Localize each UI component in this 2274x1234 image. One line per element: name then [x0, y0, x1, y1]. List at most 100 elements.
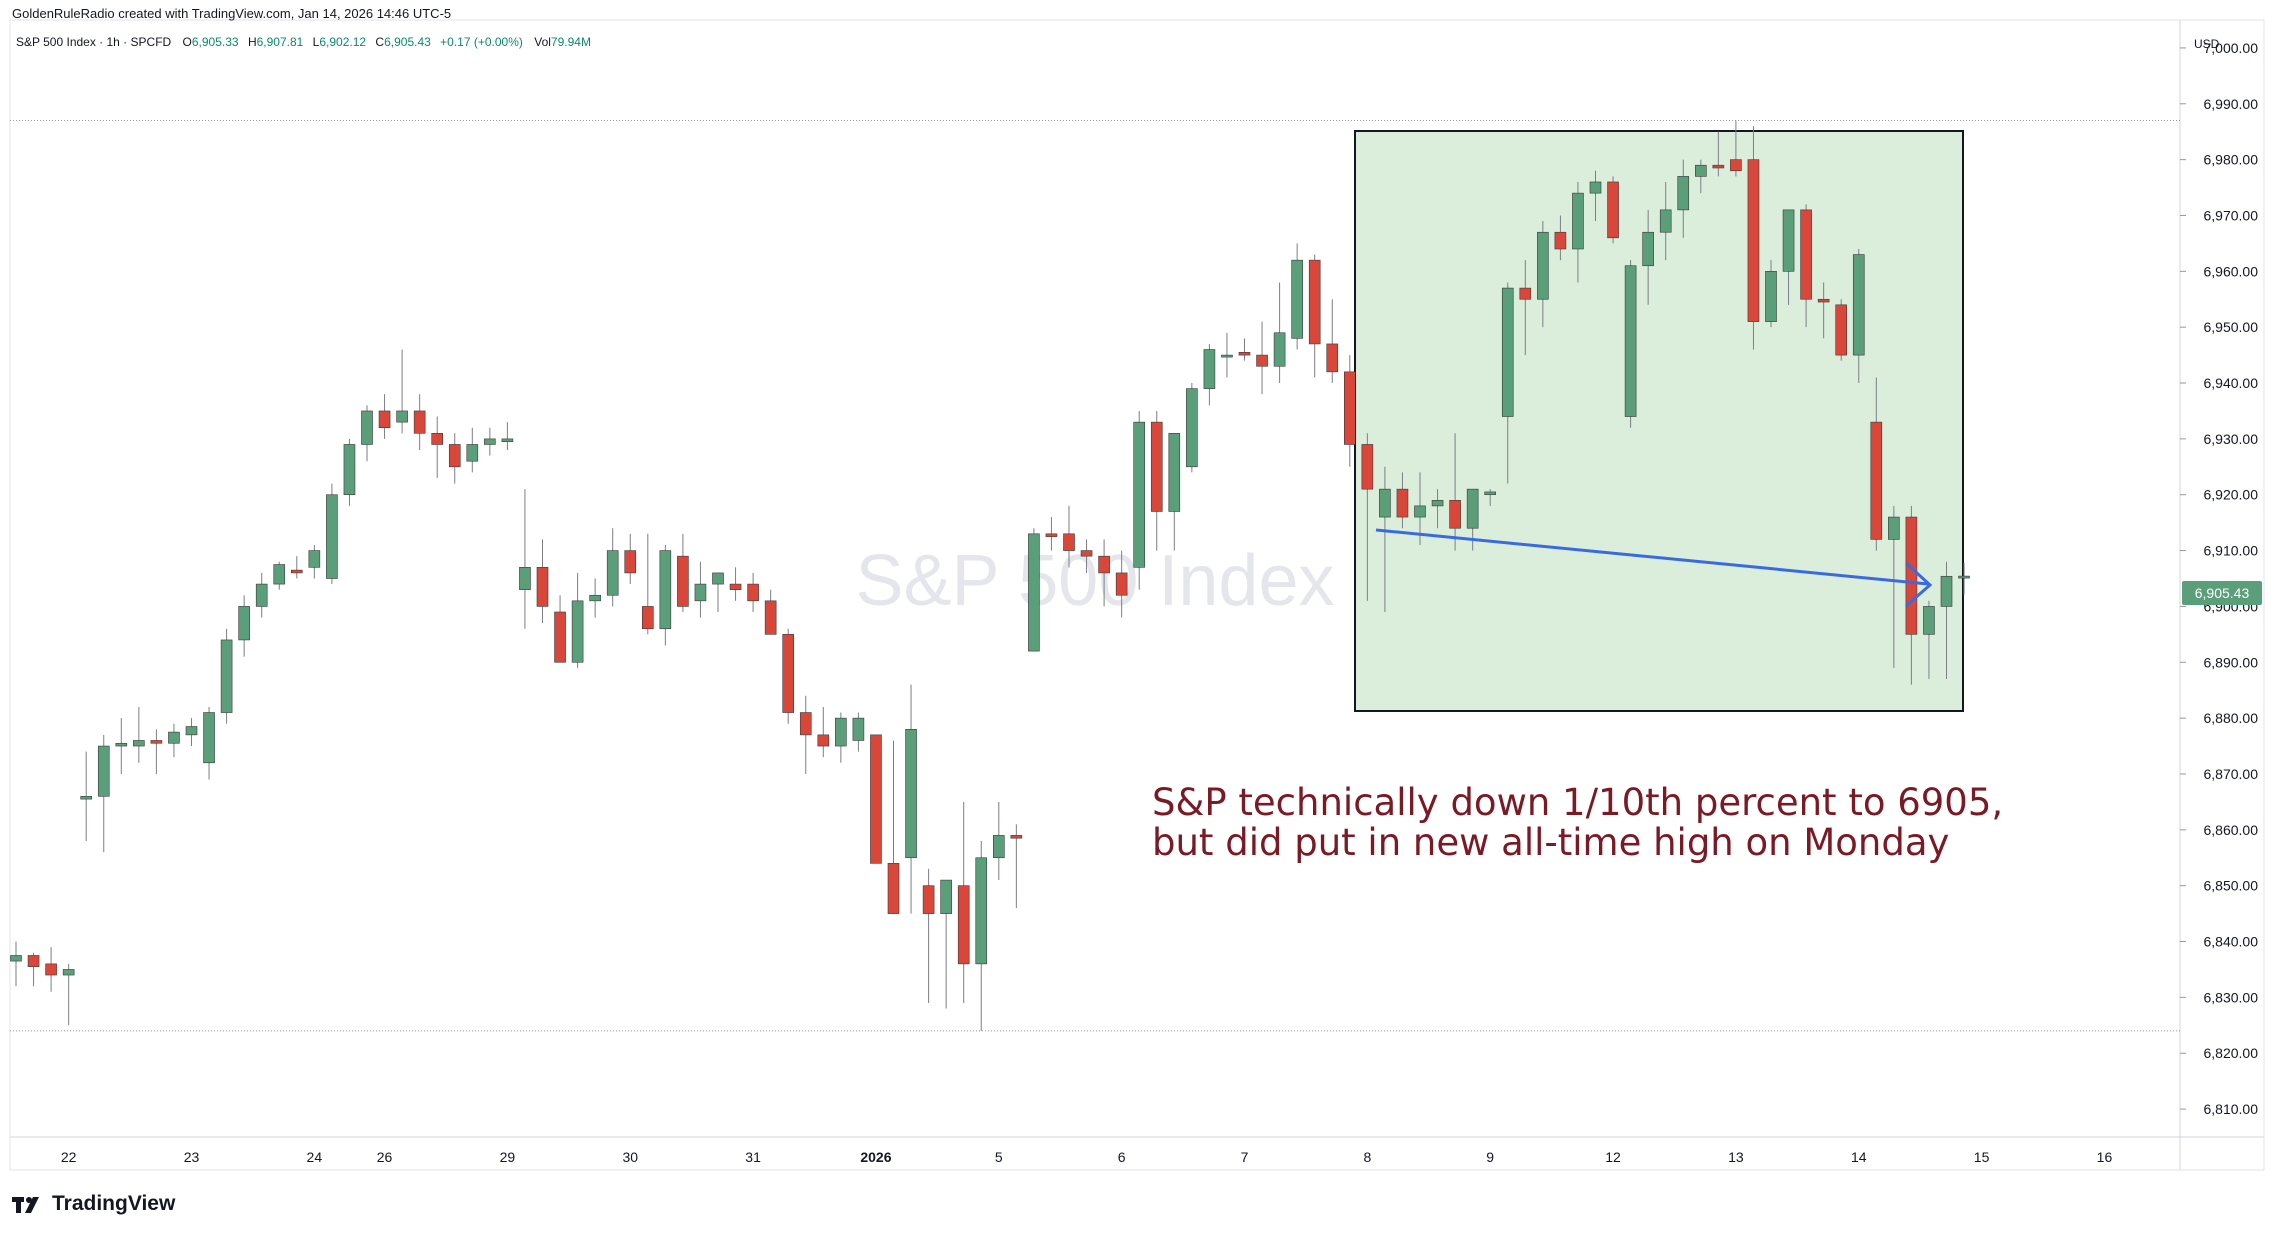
candle-body[interactable]: [659, 550, 672, 630]
candle-body[interactable]: [870, 734, 882, 864]
candle-body[interactable]: [133, 740, 145, 747]
candle-body[interactable]: [413, 410, 426, 434]
candle-body[interactable]: [185, 726, 198, 736]
candle-body[interactable]: [1712, 164, 1725, 169]
candle-body[interactable]: [255, 583, 268, 607]
candle-body[interactable]: [1484, 491, 1496, 496]
candle-body[interactable]: [448, 444, 461, 468]
candle-body[interactable]: [589, 594, 601, 602]
candle-body[interactable]: [1168, 432, 1181, 512]
candle-body[interactable]: [817, 734, 830, 747]
candle-body[interactable]: [957, 885, 970, 965]
candle-body[interactable]: [1572, 192, 1584, 250]
candle-body[interactable]: [62, 969, 75, 976]
candle-body[interactable]: [554, 611, 566, 663]
candle-body[interactable]: [975, 857, 988, 965]
candle-body[interactable]: [1642, 231, 1654, 267]
candle-body[interactable]: [764, 600, 777, 635]
candle-body[interactable]: [1835, 304, 1847, 356]
candle-body[interactable]: [905, 728, 917, 859]
candle-body[interactable]: [1554, 231, 1567, 250]
candle-body[interactable]: [1326, 343, 1339, 373]
candle-body[interactable]: [27, 955, 40, 967]
candle-body[interactable]: [97, 745, 110, 797]
candle-body[interactable]: [1431, 500, 1444, 507]
candle-body[interactable]: [326, 494, 338, 579]
candle-body[interactable]: [1291, 259, 1303, 339]
candle-body[interactable]: [378, 410, 391, 429]
candle-body[interactable]: [1624, 265, 1637, 417]
candle-body[interactable]: [1747, 159, 1760, 322]
candle-body[interactable]: [624, 550, 637, 574]
candle-body[interactable]: [1308, 259, 1321, 345]
candle-body[interactable]: [712, 572, 724, 585]
candle-body[interactable]: [992, 835, 1005, 859]
candle-body[interactable]: [361, 410, 373, 445]
candle-body[interactable]: [1010, 835, 1023, 839]
candle-body[interactable]: [677, 555, 689, 607]
candle-body[interactable]: [168, 731, 180, 744]
candle-body[interactable]: [571, 600, 584, 663]
candle-body[interactable]: [220, 639, 233, 713]
candle-body[interactable]: [1344, 371, 1356, 445]
candle-body[interactable]: [1080, 550, 1093, 557]
candle-body[interactable]: [729, 583, 742, 590]
candle-body[interactable]: [10, 955, 22, 962]
candle-body[interactable]: [1449, 500, 1461, 529]
candle-body[interactable]: [694, 583, 707, 602]
candle-body[interactable]: [1852, 254, 1865, 356]
candle-body[interactable]: [1800, 209, 1812, 300]
candle-body[interactable]: [1414, 505, 1426, 518]
candle-body[interactable]: [1150, 421, 1163, 512]
candle-body[interactable]: [203, 712, 215, 764]
candle-body[interactable]: [1063, 533, 1075, 551]
candle-body[interactable]: [1659, 209, 1672, 233]
candle-body[interactable]: [1256, 354, 1268, 367]
candle-body[interactable]: [1273, 332, 1286, 367]
candle-body[interactable]: [115, 742, 128, 747]
candle-body[interactable]: [922, 885, 935, 914]
candle-body[interactable]: [799, 712, 812, 736]
candle-body[interactable]: [1186, 388, 1198, 468]
candle-body[interactable]: [290, 569, 303, 574]
candle-body[interactable]: [1396, 488, 1409, 518]
candle-body[interactable]: [238, 606, 250, 641]
candle-body[interactable]: [1730, 159, 1742, 172]
candle-body[interactable]: [1379, 488, 1391, 518]
candle-body[interactable]: [1695, 164, 1707, 177]
candle-body[interactable]: [1501, 287, 1514, 417]
candle-body[interactable]: [1045, 533, 1058, 537]
candle-body[interactable]: [1923, 606, 1935, 635]
highlight-box[interactable]: [1354, 130, 1964, 712]
candle-body[interactable]: [519, 567, 531, 590]
candle-body[interactable]: [641, 606, 654, 630]
candle-body[interactable]: [1133, 421, 1145, 568]
candle-body[interactable]: [1203, 349, 1216, 389]
candle-body[interactable]: [45, 963, 57, 976]
candle-body[interactable]: [431, 432, 444, 445]
candle-body[interactable]: [1361, 444, 1374, 490]
candle-body[interactable]: [1782, 209, 1795, 272]
candle-body[interactable]: [1817, 298, 1830, 303]
candle-body[interactable]: [273, 564, 286, 585]
candle-body[interactable]: [484, 438, 496, 445]
candle-body[interactable]: [1905, 516, 1918, 635]
candle-body[interactable]: [1519, 287, 1532, 300]
candle-body[interactable]: [1940, 575, 1953, 607]
candle-body[interactable]: [1677, 176, 1690, 211]
candle-body[interactable]: [1765, 271, 1777, 322]
candle-body[interactable]: [466, 444, 479, 462]
candle-body[interactable]: [343, 444, 356, 496]
candle-body[interactable]: [1221, 354, 1233, 358]
candle-body[interactable]: [1028, 533, 1040, 652]
candle-body[interactable]: [1607, 181, 1619, 239]
candle-body[interactable]: [1589, 181, 1602, 194]
candle-body[interactable]: [887, 863, 900, 914]
candle-body[interactable]: [1466, 488, 1479, 529]
candle-body[interactable]: [835, 717, 847, 747]
candle-body[interactable]: [150, 740, 163, 744]
candle-body[interactable]: [80, 796, 92, 800]
candle-body[interactable]: [308, 550, 321, 568]
